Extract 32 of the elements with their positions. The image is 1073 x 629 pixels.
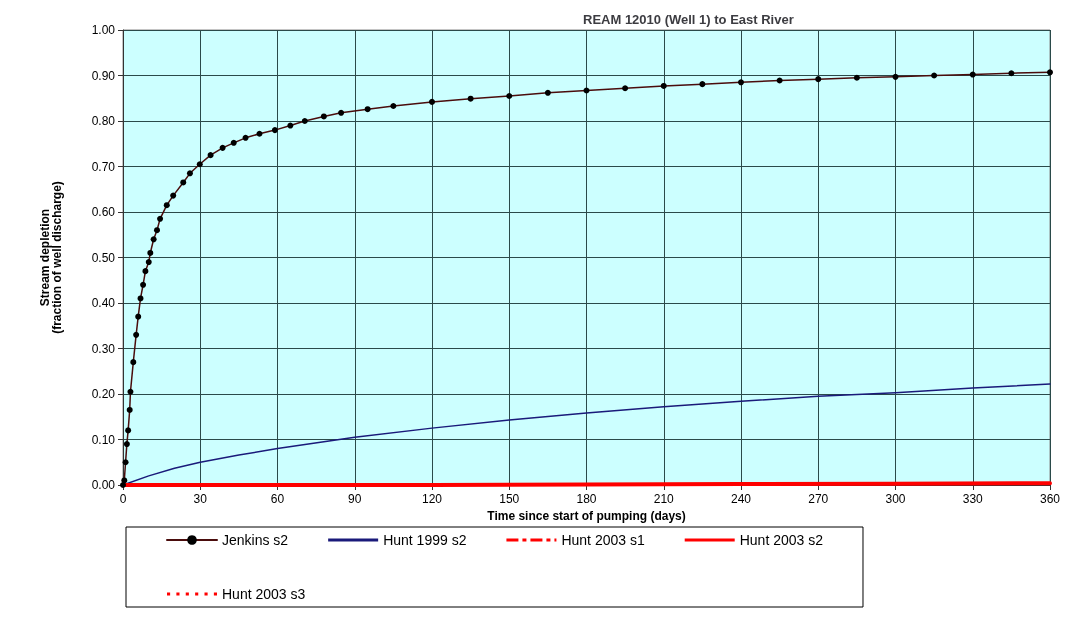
y-tick-label: 0.70 xyxy=(91,159,116,174)
legend-label: Hunt 2003 s3 xyxy=(222,586,306,602)
legend-label: Jenkins s2 xyxy=(222,532,289,548)
x-tick-label: 270 xyxy=(808,492,829,506)
legend-label: Hunt 2003 s2 xyxy=(739,532,824,548)
y-axis-title: Stream depletion (fraction of well discharge) xyxy=(38,181,64,334)
chart-title: REAM 12010 (Well 1) to East River xyxy=(583,12,794,27)
y-tick-label: 0.10 xyxy=(91,432,116,447)
y-tick-label: 0.60 xyxy=(91,205,116,219)
y-tick-label: 0.50 xyxy=(91,250,116,265)
y-tick-label: 0.30 xyxy=(91,341,116,356)
x-tick-label: 150 xyxy=(499,492,520,506)
x-tick-label: 330 xyxy=(962,492,984,506)
y-tick-label: 0.40 xyxy=(91,296,116,310)
y-tick-label: 0.80 xyxy=(91,114,116,128)
x-tick-label: 240 xyxy=(730,492,752,506)
y-tick-label: 1.00 xyxy=(91,23,116,37)
x-tick-label: 60 xyxy=(270,492,285,506)
legend-label: Hunt 2003 s1 xyxy=(561,532,645,548)
x-tick-label: 210 xyxy=(653,492,675,506)
x-tick-label: 90 xyxy=(348,492,362,506)
y-tick-label: 0.20 xyxy=(91,387,116,401)
x-tick-label: 30 xyxy=(193,492,208,506)
y-tick-label: 0.90 xyxy=(91,68,116,83)
y-tick-label: 0.00 xyxy=(91,478,116,492)
x-tick-label: 0 xyxy=(119,492,127,506)
legend-label: Hunt 1999 s2 xyxy=(383,532,467,548)
x-tick-label: 300 xyxy=(885,492,906,506)
x-tick-label: 360 xyxy=(1039,492,1061,506)
x-axis-title: Time since start of pumping (days) xyxy=(487,508,686,523)
x-tick-label: 180 xyxy=(576,492,597,506)
x-tick-label: 120 xyxy=(421,492,443,506)
